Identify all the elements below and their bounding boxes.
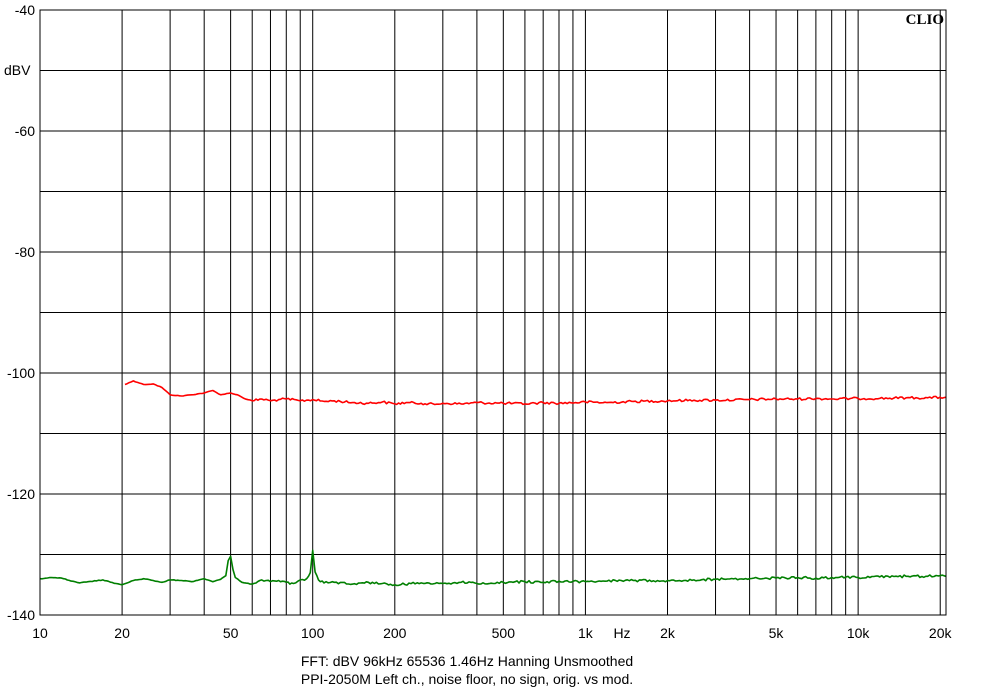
x-tick-label: 20	[114, 625, 130, 641]
x-tick-label: 5k	[769, 625, 785, 641]
y-tick-labels: -40 -60 -80 -100 -120 -140	[7, 2, 35, 623]
x-tick-label: 100	[301, 625, 325, 641]
x-axis-label: Hz	[613, 625, 630, 641]
x-tick-label: 1k	[578, 625, 594, 641]
x-tick-label: 10	[32, 625, 48, 641]
x-tick-label: 200	[383, 625, 407, 641]
x-tick-label: 500	[492, 625, 516, 641]
y-tick-label: -60	[15, 123, 35, 139]
y-tick-label: -120	[7, 486, 35, 502]
grid	[40, 10, 946, 615]
y-tick-label: -80	[15, 244, 35, 260]
footer-line-2: PPI-2050M Left ch., noise floor, no sign…	[301, 671, 633, 687]
x-tick-label: 2k	[660, 625, 676, 641]
y-tick-label: -140	[7, 607, 35, 623]
x-tick-label: 50	[223, 625, 239, 641]
plot-frame	[39, 9, 947, 616]
y-tick-label: -40	[15, 2, 35, 18]
series-line-1	[124, 380, 947, 406]
footer-line-1: FFT: dBV 96kHz 65536 1.46Hz Hanning Unsm…	[301, 653, 633, 669]
series-line-2	[39, 549, 947, 587]
clio-brand-logo: CLIO	[906, 12, 944, 28]
series-layer	[39, 380, 947, 587]
y-axis-label: dBV	[4, 62, 31, 78]
x-tick-label: 20k	[929, 625, 953, 641]
y-tick-label: -100	[7, 365, 35, 381]
x-tick-label: 10k	[847, 625, 871, 641]
x-tick-labels: 10 20 50 100 200 500 1k 2k 5k 10k 20k	[32, 625, 952, 641]
